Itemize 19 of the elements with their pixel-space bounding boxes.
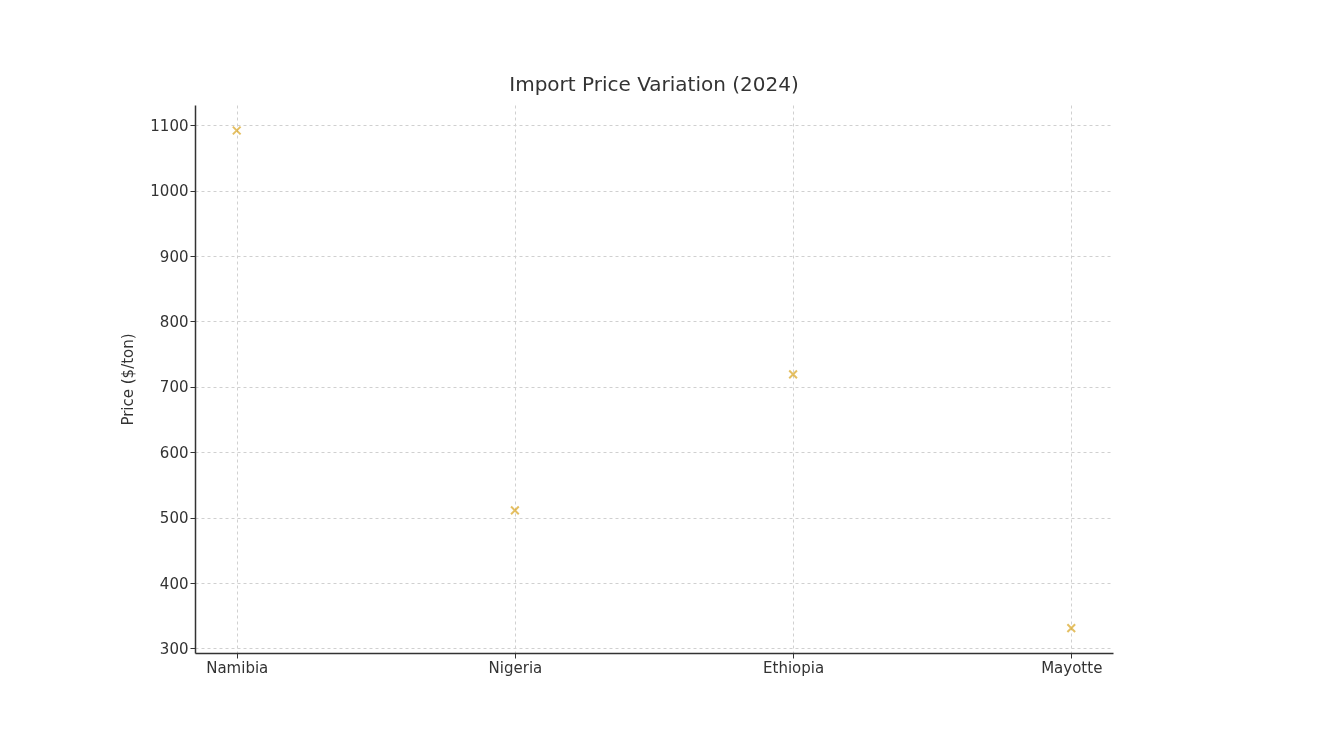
x-tick-label: Mayotte [1041, 658, 1103, 677]
point [510, 505, 520, 516]
y-tick-label: 400 [159, 574, 189, 593]
y-tick-label: 300 [159, 639, 189, 658]
chart-title: Import Price Variation (2024) [509, 72, 799, 96]
point [231, 125, 242, 136]
point [1066, 623, 1077, 634]
x-tick-label: Namibia [206, 658, 269, 677]
y-axis-title: Price ($/ton) [119, 333, 138, 426]
y-tick-label: 1100 [150, 116, 189, 135]
point [788, 369, 798, 380]
y-tick-label: 800 [159, 312, 189, 331]
x-tick-label: Ethiopia [763, 658, 825, 677]
x-tick-label: Nigeria [488, 658, 543, 677]
y-tick-label: 500 [159, 509, 189, 528]
y-tick-label: 600 [159, 443, 189, 462]
y-tick-label: 700 [159, 378, 189, 397]
y-tick-label: 900 [159, 247, 189, 266]
y-tick-label: 1000 [150, 182, 189, 201]
